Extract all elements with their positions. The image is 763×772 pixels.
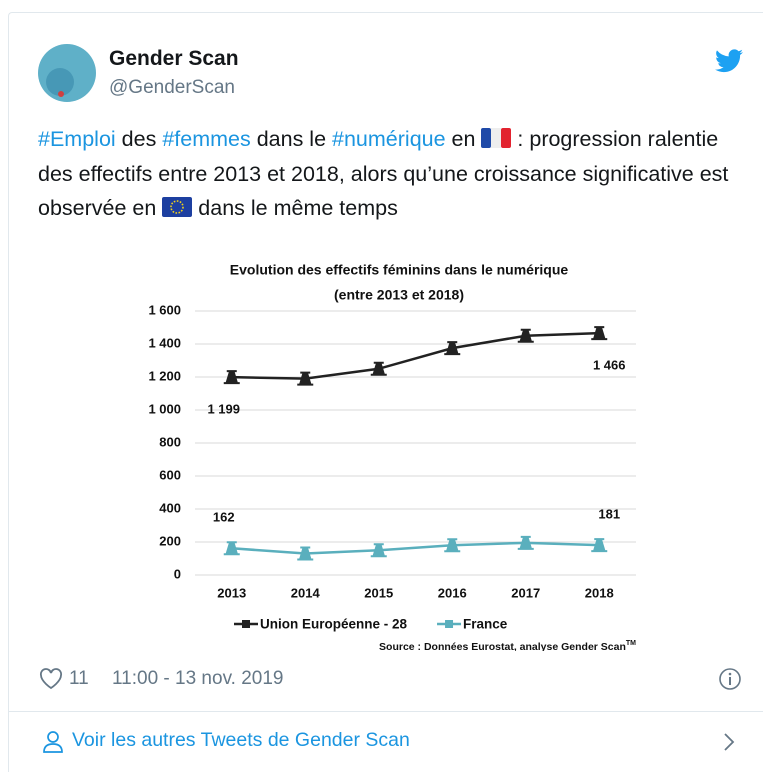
profile-icon[interactable] bbox=[43, 730, 63, 754]
data-label: 1 466 bbox=[593, 358, 626, 373]
source-mark: TM bbox=[626, 640, 636, 647]
point-marker bbox=[517, 328, 534, 343]
y-tick-label: 1 600 bbox=[148, 302, 181, 317]
separator bbox=[9, 711, 763, 712]
point-marker bbox=[591, 538, 608, 553]
data-label: 1 199 bbox=[207, 402, 240, 417]
y-tick-label: 200 bbox=[159, 533, 181, 548]
y-tick-label: 1 000 bbox=[148, 401, 181, 416]
point-marker bbox=[517, 535, 534, 550]
chart-title: (entre 2013 et 2018) bbox=[334, 287, 464, 303]
x-tick-label: 2017 bbox=[511, 585, 540, 600]
avatar[interactable] bbox=[38, 44, 96, 102]
text: : progression ralentie des effectifs ent… bbox=[38, 127, 729, 220]
flag-eu bbox=[162, 197, 193, 217]
info-icon[interactable] bbox=[718, 667, 742, 691]
point-marker bbox=[444, 538, 461, 553]
legend-label: Union Européenne - 28 bbox=[260, 617, 408, 632]
point-marker bbox=[591, 326, 608, 341]
x-tick-label: 2016 bbox=[438, 585, 467, 600]
source-text: Source : Données Eurostat, analyse Gende… bbox=[379, 641, 626, 651]
tweet-text: #Emploi des #femmes dans le #numérique e… bbox=[38, 122, 758, 226]
point-marker bbox=[297, 371, 314, 386]
x-tick-label: 2013 bbox=[217, 585, 246, 600]
text: dans le même temps bbox=[192, 196, 398, 220]
text: dans le bbox=[250, 127, 333, 151]
author-handle[interactable]: @GenderScan bbox=[109, 77, 235, 98]
hashtag[interactable]: #Emploi bbox=[38, 127, 116, 151]
legend-marker bbox=[242, 620, 250, 628]
y-tick-label: 800 bbox=[159, 434, 181, 449]
like-icon[interactable] bbox=[39, 668, 63, 690]
y-tick-label: 0 bbox=[174, 566, 181, 581]
point-marker bbox=[223, 541, 240, 556]
text: des bbox=[115, 127, 163, 151]
chart: Evolution des effectifs féminins dans le… bbox=[148, 262, 636, 651]
data-label: 162 bbox=[213, 510, 235, 525]
legend-label: France bbox=[463, 617, 508, 632]
source: Source : Données Eurostat, analyse Gende… bbox=[379, 640, 636, 651]
twitter-logo[interactable] bbox=[715, 49, 743, 73]
like-count[interactable]: 11 bbox=[69, 668, 89, 689]
x-tick-label: 2014 bbox=[291, 585, 321, 600]
point-marker bbox=[223, 370, 240, 385]
point-marker bbox=[297, 546, 314, 561]
more-tweets-link[interactable]: Voir les autres Tweets de Gender Scan bbox=[72, 729, 410, 751]
timestamp[interactable]: 11:00 - 13 nov. 2019 bbox=[112, 668, 284, 689]
flag-fr bbox=[481, 128, 512, 148]
point-marker bbox=[444, 341, 461, 356]
chart-title: Evolution des effectifs féminins dans le… bbox=[230, 262, 569, 278]
x-tick-label: 2015 bbox=[364, 585, 393, 600]
text: en bbox=[445, 127, 482, 151]
series-line bbox=[231, 541, 600, 555]
legend-marker bbox=[445, 620, 454, 628]
y-tick-label: 600 bbox=[159, 467, 181, 482]
y-tick-label: 1 200 bbox=[148, 368, 181, 383]
data-label: 181 bbox=[598, 507, 620, 522]
x-tick-label: 2018 bbox=[585, 585, 614, 600]
tweet-card: Gender Scan @GenderScan #Emploi des #fem… bbox=[8, 12, 763, 772]
y-tick-label: 400 bbox=[159, 500, 181, 515]
point-marker bbox=[370, 361, 387, 376]
y-tick-label: 1 400 bbox=[148, 335, 181, 350]
chevron[interactable] bbox=[722, 731, 736, 753]
point-marker bbox=[370, 543, 387, 558]
hashtag[interactable]: #numérique bbox=[332, 127, 446, 151]
author-name[interactable]: Gender Scan bbox=[109, 47, 239, 70]
hashtag[interactable]: #femmes bbox=[162, 127, 251, 151]
series-line bbox=[231, 331, 600, 380]
